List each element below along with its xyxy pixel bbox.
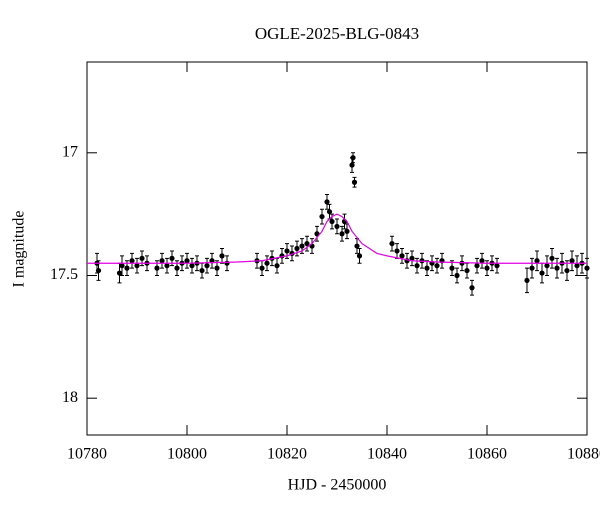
data-point: [334, 223, 340, 230]
data-point: [274, 263, 280, 269]
data-point: [284, 248, 290, 254]
plot-frame: [86, 61, 588, 436]
data-point: [354, 243, 360, 249]
data-point: [459, 260, 465, 266]
data-point: [116, 270, 123, 276]
data-point: [324, 199, 330, 205]
data-point: [169, 255, 175, 261]
data-point: [584, 265, 590, 271]
data-point: [139, 255, 145, 261]
data-point: [409, 255, 415, 261]
data-point: [199, 267, 205, 274]
data-point: [329, 218, 335, 225]
data-point: [204, 263, 210, 269]
data-point: [294, 245, 300, 252]
data-point: [424, 265, 430, 271]
data-point: [389, 240, 395, 247]
x-tick-label: 10840: [367, 446, 407, 463]
y-tick-label: 17: [62, 143, 78, 160]
data-point: [350, 155, 356, 161]
data-point: [356, 253, 363, 259]
data-point: [494, 263, 500, 269]
x-axis-label: HJD - 2450000: [288, 477, 387, 494]
model-line: [87, 213, 587, 264]
data-point: [349, 162, 355, 168]
data-point: [214, 265, 220, 271]
data-point: [224, 260, 230, 266]
data-point: [569, 258, 575, 264]
data-point: [164, 263, 170, 269]
data-point: [484, 265, 490, 271]
data-point: [159, 258, 165, 264]
data-point: [264, 260, 270, 266]
data-point: [259, 265, 265, 271]
data-point: [304, 240, 310, 247]
x-tick-label: 10880: [567, 446, 600, 463]
data-point: [351, 179, 358, 185]
data-point: [299, 243, 305, 249]
data-point: [119, 263, 125, 269]
data-point: [344, 228, 350, 234]
data-point: [399, 253, 405, 259]
data-point: [544, 263, 550, 269]
x-tick-label: 10800: [167, 446, 207, 463]
data-point: [454, 272, 460, 279]
data-point: [129, 258, 135, 264]
y-axis-label: I magnitude: [11, 211, 28, 288]
data-point: [189, 263, 195, 269]
data-point: [434, 263, 440, 269]
data-point: [134, 263, 140, 269]
data-point: [554, 265, 560, 271]
data-point: [529, 265, 535, 271]
data-point: [464, 267, 470, 274]
data-point: [524, 277, 530, 284]
y-tick-label: 18: [62, 389, 78, 406]
data-point: [479, 258, 485, 264]
data-point: [449, 265, 455, 271]
x-tick-label: 10820: [267, 446, 307, 463]
data-point: [95, 267, 102, 274]
data-point: [174, 265, 180, 271]
data-point: [319, 213, 325, 220]
chart-title: OGLE-2025-BLG-0843: [255, 24, 419, 43]
data-point: [124, 265, 130, 271]
data-point: [539, 270, 545, 276]
data-point: [414, 263, 420, 269]
data-point: [326, 209, 333, 215]
data-point: [574, 263, 580, 269]
data-point: [219, 253, 225, 259]
data-point: [534, 258, 540, 264]
x-tick-label: 10860: [467, 446, 507, 463]
y-tick-label: 17.5: [50, 266, 78, 283]
data-point: [469, 285, 475, 291]
data-point: [394, 248, 400, 254]
data-point: [549, 255, 555, 261]
data-point: [339, 231, 345, 237]
data-point: [184, 258, 190, 264]
x-tick-label: 10780: [67, 446, 107, 463]
data-point: [154, 265, 160, 271]
data-point: [564, 267, 570, 274]
data-point: [474, 263, 480, 269]
